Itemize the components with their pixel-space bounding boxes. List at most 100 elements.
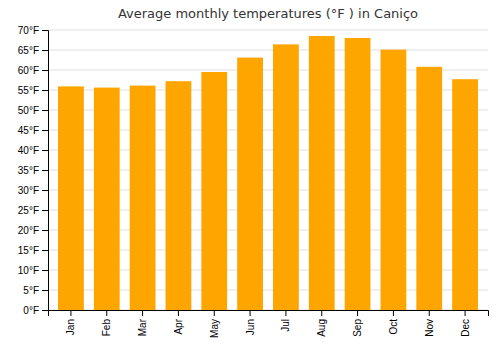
y-tick-label: 40°F: [18, 145, 39, 156]
x-tick-mark: [285, 310, 286, 316]
y-tick-label: 50°F: [18, 105, 39, 116]
x-axis-line: [49, 311, 489, 317]
x-tick: Dec: [460, 310, 471, 337]
bar: [94, 88, 120, 310]
y-tick: 5°F: [23, 285, 48, 296]
x-tick-label: Jul: [280, 319, 291, 332]
x-tick-label: Nov: [424, 319, 435, 337]
x-tick: Jun: [245, 310, 256, 335]
x-tick-mark: [465, 310, 466, 316]
x-tick: Sep: [352, 310, 363, 337]
y-tick: 0°F: [23, 305, 48, 316]
bar: [309, 36, 335, 310]
y-tick: 30°F: [18, 185, 48, 196]
y-tick: 25°F: [18, 205, 48, 216]
y-tick-label: 45°F: [18, 125, 39, 136]
y-tick-mark: [42, 230, 48, 231]
y-tick-label: 20°F: [18, 225, 39, 236]
y-tick-label: 25°F: [18, 205, 39, 216]
bar: [58, 86, 84, 310]
x-tick-mark: [106, 310, 107, 316]
bar: [201, 72, 227, 310]
x-tick: Nov: [424, 310, 435, 337]
x-tick-label: Dec: [460, 319, 471, 337]
y-tick-mark: [42, 130, 48, 131]
y-tick: 55°F: [18, 85, 48, 96]
grid-line: [48, 30, 488, 31]
y-tick-label: 30°F: [18, 185, 39, 196]
bar: [345, 38, 371, 310]
y-tick: 10°F: [18, 265, 48, 276]
plot: 0°F 5°F 10°F 15°F 20°F 25°F 30°F 35°F 40°F 45°F 50…: [18, 25, 489, 338]
bar: [166, 81, 192, 310]
y-tick: 40°F: [18, 145, 48, 156]
y-tick-label: 5°F: [23, 285, 39, 296]
x-tick: Aug: [316, 310, 327, 337]
y-tick-label: 15°F: [18, 245, 39, 256]
y-tick-mark: [42, 270, 48, 271]
bar: [130, 86, 156, 310]
y-axis: 0°F 5°F 10°F 15°F 20°F 25°F 30°F 35°F 40°F 45°F 50…: [18, 25, 49, 316]
y-tick-mark: [42, 70, 48, 71]
bar: [273, 44, 299, 310]
x-tick-label: Apr: [173, 318, 184, 334]
x-tick-label: Feb: [101, 319, 112, 337]
y-tick-label: 70°F: [18, 25, 39, 36]
x-tick-mark: [214, 310, 215, 316]
y-tick-mark: [42, 210, 48, 211]
x-tick-label: Aug: [316, 319, 327, 337]
grid-line: [48, 50, 488, 51]
x-tick-mark: [250, 310, 251, 316]
x-tick-label: Sep: [352, 319, 363, 337]
x-tick: Feb: [101, 310, 112, 336]
x-tick-mark: [357, 310, 358, 316]
x-tick-label: Jun: [245, 319, 256, 335]
bar: [452, 79, 478, 310]
y-tick: 70°F: [18, 25, 48, 36]
bar: [416, 67, 442, 310]
y-tick: 65°F: [18, 45, 48, 56]
x-tick-label: Mar: [137, 318, 148, 336]
x-tick-mark: [321, 310, 322, 316]
x-tick-mark: [393, 310, 394, 316]
grid: [48, 30, 488, 310]
x-tick: Jul: [280, 310, 291, 332]
y-tick: 20°F: [18, 225, 48, 236]
bar: [381, 50, 407, 310]
bar: [237, 58, 263, 310]
y-tick-mark: [42, 110, 48, 111]
chart: 0°F 5°F 10°F 15°F 20°F 25°F 30°F 35°F 40°F 45°F 50…: [0, 0, 500, 350]
x-axis: Jan Feb Mar Apr May Jun Jul Aug Sep Oct Nov Dec: [49, 310, 489, 338]
y-tick: 45°F: [18, 125, 48, 136]
y-tick-mark: [42, 90, 48, 91]
y-tick-label: 10°F: [18, 265, 39, 276]
y-tick-label: 60°F: [18, 65, 39, 76]
y-tick-mark: [42, 310, 48, 311]
title: Average monthly temperatures (°F ) in Ca…: [118, 6, 418, 21]
x-tick-label: May: [209, 319, 220, 338]
bars: [58, 36, 478, 310]
x-tick-mark: [70, 310, 71, 316]
y-tick-mark: [42, 170, 48, 171]
y-tick: 35°F: [18, 165, 48, 176]
x-tick-mark: [429, 310, 430, 316]
y-tick-label: 35°F: [18, 165, 39, 176]
x-tick: Oct: [388, 310, 399, 335]
x-tick-label: Jan: [65, 319, 76, 335]
x-tick: Apr: [173, 310, 184, 335]
y-tick-mark: [42, 290, 48, 291]
x-tick-label: Oct: [388, 319, 399, 335]
y-tick-label: 65°F: [18, 45, 39, 56]
x-tick: Jan: [65, 310, 76, 335]
y-tick-label: 55°F: [18, 85, 39, 96]
y-tick-mark: [42, 250, 48, 251]
x-tick-mark: [178, 310, 179, 316]
x-tick: May: [209, 310, 220, 338]
x-tick-mark: [142, 310, 143, 316]
y-tick-mark: [42, 190, 48, 191]
y-tick-label: 0°F: [23, 305, 39, 316]
y-tick-mark: [42, 50, 48, 51]
y-tick: 50°F: [18, 105, 48, 116]
y-tick-mark: [42, 30, 48, 31]
y-tick: 60°F: [18, 65, 48, 76]
